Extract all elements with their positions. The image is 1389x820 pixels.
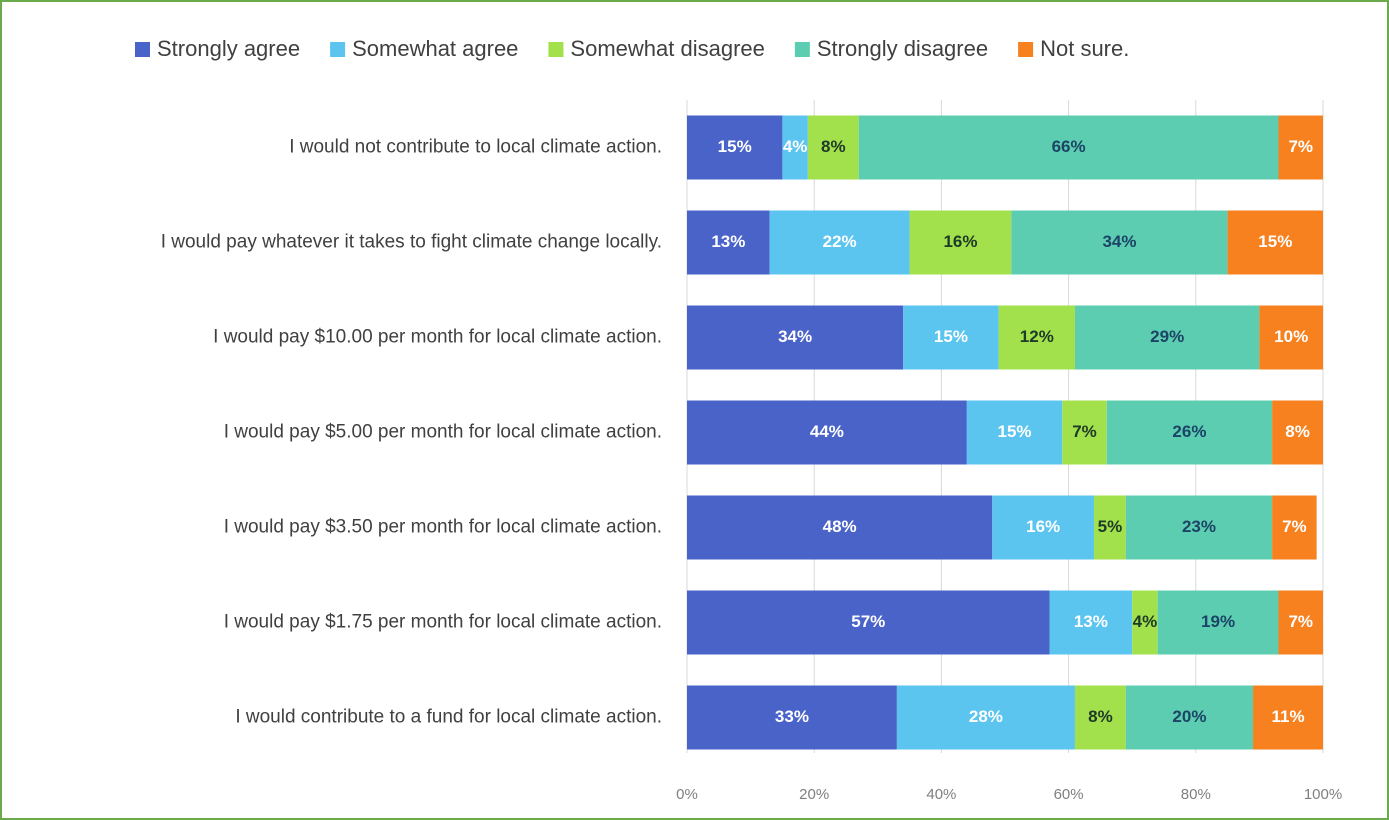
legend-swatch xyxy=(1018,42,1034,57)
data-label: 29% xyxy=(1150,327,1184,346)
bar-segment xyxy=(687,400,967,465)
bar-segment xyxy=(1132,590,1158,655)
bar-segment xyxy=(1227,210,1323,275)
y-tick-label: I would pay $5.00 per month for local cl… xyxy=(224,422,662,443)
bar-segment xyxy=(896,685,1075,750)
data-label: 66% xyxy=(1052,137,1086,156)
bar-segment xyxy=(992,495,1095,560)
bar-segment xyxy=(909,210,1012,275)
bar-segment xyxy=(1253,685,1323,750)
data-label: 10% xyxy=(1274,327,1308,346)
bar-segment xyxy=(1157,590,1279,655)
bar-segment xyxy=(807,115,859,180)
legend-label: Strongly agree xyxy=(157,36,300,61)
x-tick-label: 80% xyxy=(1181,786,1211,803)
bar-segment xyxy=(1062,400,1107,465)
data-label: 34% xyxy=(1102,232,1136,251)
legend-label: Strongly disagree xyxy=(817,36,988,61)
legend-swatch xyxy=(330,42,346,57)
data-label: 8% xyxy=(1088,707,1113,726)
y-tick-label: I would pay $10.00 per month for local c… xyxy=(213,327,662,348)
bar-segment xyxy=(1011,210,1228,275)
legend-label: Somewhat disagree xyxy=(570,36,764,61)
data-label: 19% xyxy=(1201,612,1235,631)
legend-swatch xyxy=(794,42,810,57)
y-tick-label: I would pay $3.50 per month for local cl… xyxy=(224,517,662,538)
data-label: 7% xyxy=(1288,612,1313,631)
data-label: 33% xyxy=(775,707,809,726)
bar-segment xyxy=(1278,590,1323,655)
bar-segment xyxy=(687,115,783,180)
data-label: 8% xyxy=(1285,422,1310,441)
data-label: 16% xyxy=(943,232,977,251)
data-label: 15% xyxy=(718,137,752,156)
bar-segment xyxy=(1125,495,1273,560)
data-label: 4% xyxy=(783,137,808,156)
data-label: 12% xyxy=(1020,327,1054,346)
data-label: 34% xyxy=(778,327,812,346)
data-label: 7% xyxy=(1288,137,1313,156)
x-tick-label: 100% xyxy=(1304,786,1342,803)
bar-segment xyxy=(1094,495,1126,560)
data-label: 28% xyxy=(969,707,1003,726)
data-label: 8% xyxy=(821,137,846,156)
data-label: 23% xyxy=(1182,517,1216,536)
x-tick-label: 60% xyxy=(1054,786,1084,803)
legend-swatch xyxy=(135,42,150,57)
data-label: 15% xyxy=(998,422,1032,441)
data-label: 44% xyxy=(810,422,844,441)
data-label: 15% xyxy=(1258,232,1292,251)
bar-segment xyxy=(1074,305,1260,370)
bar-segment xyxy=(687,495,993,560)
bar-segment xyxy=(687,685,897,750)
x-tick-label: 20% xyxy=(799,786,829,803)
bar-segment xyxy=(769,210,910,275)
y-tick-label: I would contribute to a fund for local c… xyxy=(235,707,662,728)
data-label: 13% xyxy=(711,232,745,251)
bar-segment xyxy=(1259,305,1323,370)
data-label: 57% xyxy=(851,612,885,631)
data-label: 13% xyxy=(1074,612,1108,631)
bar-segment xyxy=(1074,685,1126,750)
bar-segment xyxy=(966,400,1063,465)
legend-label: Not sure. xyxy=(1040,36,1129,61)
data-label: 16% xyxy=(1026,517,1060,536)
bar-segment xyxy=(687,210,770,275)
y-tick-label: I would not contribute to local climate … xyxy=(289,137,662,158)
bar-segment xyxy=(1272,495,1317,560)
bar-segment xyxy=(998,305,1075,370)
bar-segment xyxy=(1106,400,1273,465)
bar-segment xyxy=(782,115,808,180)
y-tick-label: I would pay $1.75 per month for local cl… xyxy=(224,612,662,633)
data-label: 11% xyxy=(1271,707,1304,726)
data-label: 5% xyxy=(1098,517,1123,536)
data-label: 26% xyxy=(1172,422,1206,441)
data-label: 48% xyxy=(823,517,857,536)
bar-segment xyxy=(1278,115,1323,180)
bar-segment xyxy=(1125,685,1254,750)
bar-segment xyxy=(687,305,904,370)
data-label: 7% xyxy=(1072,422,1097,441)
data-label: 4% xyxy=(1133,612,1158,631)
legend-label: Somewhat agree xyxy=(352,36,518,61)
data-label: 20% xyxy=(1172,707,1206,726)
x-tick-label: 40% xyxy=(926,786,956,803)
data-label: 22% xyxy=(823,232,857,251)
data-label: 7% xyxy=(1282,517,1307,536)
x-tick-label: 0% xyxy=(676,786,698,803)
data-label: 15% xyxy=(934,327,968,346)
bar-segment xyxy=(687,590,1050,655)
bar-segment xyxy=(903,305,999,370)
bar-segment xyxy=(858,115,1279,180)
bar-segment xyxy=(1049,590,1133,655)
y-tick-label: I would pay whatever it takes to fight c… xyxy=(161,232,662,253)
legend-swatch xyxy=(548,42,564,57)
bar-segment xyxy=(1272,400,1323,465)
